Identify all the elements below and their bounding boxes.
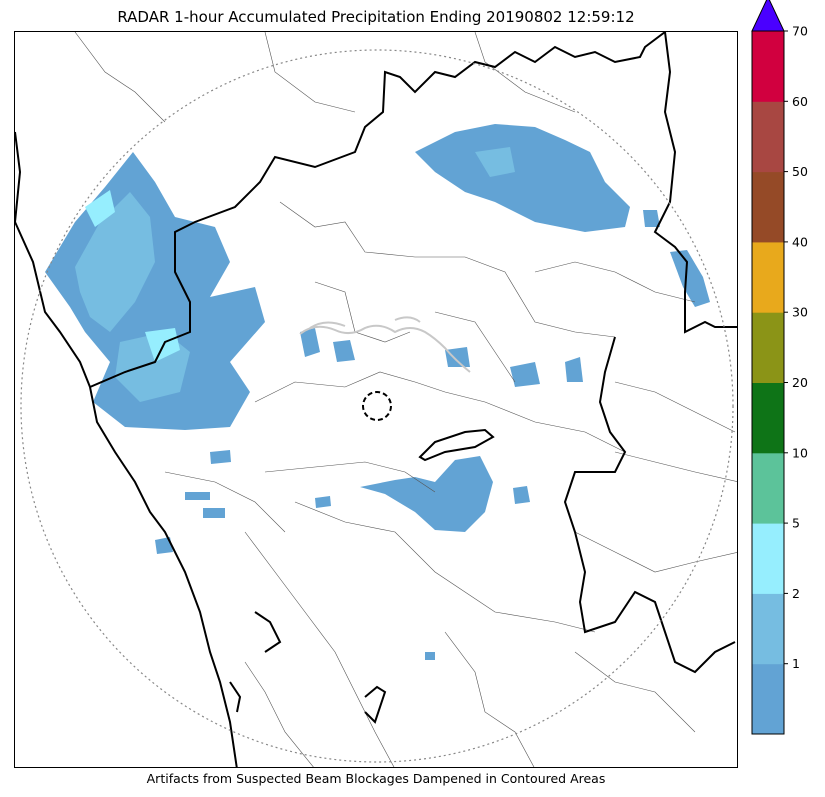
colorbar-segment-40	[752, 241, 784, 313]
colorbar-segment-1	[752, 663, 784, 735]
south-east-border	[563, 336, 736, 674]
inner-border-4	[229, 681, 242, 713]
precip-west-bright	[85, 190, 115, 227]
colorbar-overflow-arrow	[751, 0, 785, 32]
map-canvas	[15, 32, 737, 767]
colorbar-ticks: 1 2 5 10 20 30 40 50 60 70	[784, 24, 808, 671]
precip-center-1	[300, 328, 320, 357]
coastline	[15, 131, 238, 767]
precip-north-core	[475, 147, 515, 177]
colorbar-tick-label-70: 70	[792, 24, 808, 39]
state-boundaries	[15, 32, 737, 767]
precip-east	[670, 250, 710, 307]
colorbar-tick-label-5: 5	[792, 516, 800, 531]
precip-center-2	[333, 340, 355, 362]
colorbar-segment-5	[752, 523, 784, 594]
precip-small-2	[185, 492, 210, 500]
colorbar-segment-20	[752, 382, 784, 454]
colorbar-tick-label-60: 60	[792, 94, 808, 109]
footer-note: Artifacts from Suspected Beam Blockages …	[146, 771, 606, 786]
colorbar: 1 2 5 10 20 30 40 50 60 70	[751, 0, 825, 768]
colorbar-svg: 1 2 5 10 20 30 40 50 60 70	[751, 0, 808, 735]
precip-small-4	[315, 496, 331, 508]
karnataka-border	[89, 32, 666, 388]
colorbar-segment-70	[752, 31, 784, 102]
precip-small-6	[155, 537, 173, 554]
colorbar-segment-10	[752, 452, 784, 524]
precip-small-7	[425, 652, 435, 660]
precip-small-3	[203, 508, 225, 518]
colorbar-tick-label-10: 10	[792, 445, 808, 460]
precip-south	[360, 456, 493, 532]
precip-west-core	[75, 192, 155, 332]
precip-center-4	[510, 362, 540, 387]
colorbar-frame	[751, 30, 785, 735]
colorbar-segments	[752, 31, 784, 735]
inner-border-3	[364, 685, 387, 724]
colorbar-segment-2	[752, 593, 784, 665]
precip-north-east	[643, 210, 660, 227]
inner-border-1	[418, 428, 495, 462]
precip-center-5	[565, 357, 583, 382]
colorbar-tick-label-30: 30	[792, 305, 808, 320]
colorbar-tick-label-50: 50	[792, 164, 808, 179]
precip-small-1	[210, 450, 231, 464]
range-ring	[20, 49, 734, 763]
colorbar-segment-50	[752, 171, 784, 243]
chart-title: RADAR 1-hour Accumulated Precipitation E…	[117, 8, 635, 26]
colorbar-tick-label-40: 40	[792, 234, 808, 249]
radar-center-marker	[362, 391, 392, 421]
precip-small-5	[513, 486, 530, 504]
blockage-contours	[299, 316, 471, 373]
radar-map	[14, 31, 738, 768]
precip-center-3	[445, 347, 470, 367]
colorbar-tick-label-1: 1	[792, 656, 800, 671]
colorbar-segment-60	[752, 101, 784, 173]
colorbar-tick-label-20: 20	[792, 375, 808, 390]
inner-border-2	[254, 611, 282, 653]
precip-north	[415, 124, 630, 232]
district-boundaries	[74, 32, 737, 767]
colorbar-segment-30	[752, 312, 784, 383]
east-border	[653, 32, 737, 334]
colorbar-tick-label-2: 2	[792, 586, 800, 601]
